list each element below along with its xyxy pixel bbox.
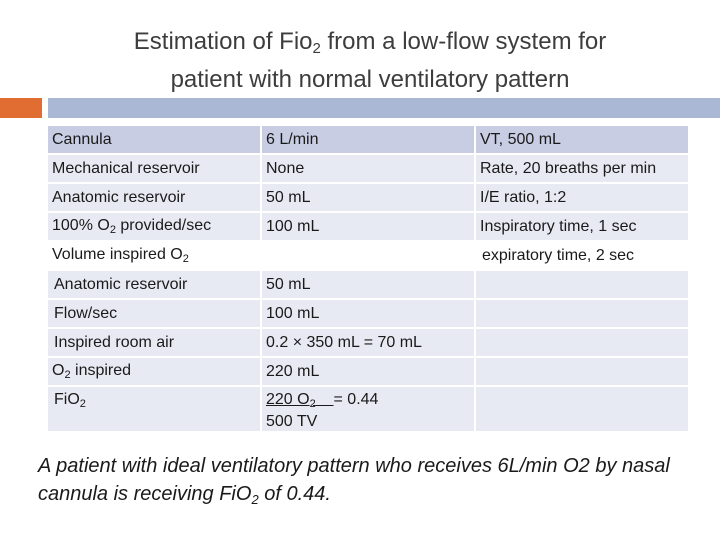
title-line-2: patient with normal ventilatory pattern bbox=[170, 66, 570, 93]
summary-text: A patient with ideal ventilatory pattern… bbox=[38, 455, 670, 507]
table-cell: I/E ratio, 1:2 bbox=[476, 184, 688, 211]
accent-bar bbox=[0, 98, 42, 118]
table-cell: 100 mL bbox=[262, 213, 474, 240]
table-cell: Anatomic reservoir bbox=[48, 184, 260, 211]
table-cell bbox=[476, 329, 688, 356]
table-cell: 50 mL bbox=[262, 184, 474, 211]
table-cell bbox=[476, 358, 688, 385]
fio2-estimation-table: Cannula 6 L/min VT, 500 mL Mechanical re… bbox=[46, 124, 690, 433]
table-cell bbox=[476, 271, 688, 298]
table-cell: 220 mL bbox=[262, 358, 474, 385]
table-cell: Cannula bbox=[48, 126, 260, 153]
table-cell: Rate, 20 breaths per min bbox=[476, 155, 688, 182]
table-cell: O2 inspired bbox=[48, 358, 260, 385]
table-row: Anatomic reservoir 50 mL bbox=[48, 271, 688, 298]
table-row: FiO2 220 O2 = 0.44 500 TV bbox=[48, 387, 688, 431]
fio2-fraction-cell: 220 O2 = 0.44 500 TV bbox=[262, 387, 474, 431]
table-cell bbox=[262, 242, 474, 269]
table-cell: VT, 500 mL bbox=[476, 126, 688, 153]
table-cell: Inspiratory time, 1 sec bbox=[476, 213, 688, 240]
table-row: Flow/sec 100 mL bbox=[48, 300, 688, 327]
fraction-numerator: 220 O2 = 0.44 bbox=[266, 391, 379, 410]
table-cell: Inspired room air bbox=[48, 329, 260, 356]
table-cell: 50 mL bbox=[262, 271, 474, 298]
table-row: Inspired room air 0.2 × 350 mL = 70 mL bbox=[48, 329, 688, 356]
table-cell: 100 mL bbox=[262, 300, 474, 327]
table-cell bbox=[476, 300, 688, 327]
table-row: Mechanical reservoir None Rate, 20 breat… bbox=[48, 155, 688, 182]
slide-title: Estimation of Fio2 from a low-flow syste… bbox=[40, 26, 700, 95]
table-row: Anatomic reservoir 50 mL I/E ratio, 1:2 bbox=[48, 184, 688, 211]
table-header-row: Cannula 6 L/min VT, 500 mL bbox=[48, 126, 688, 153]
title-subscript: 2 bbox=[312, 40, 321, 57]
table-cell: 100% O2 provided/sec bbox=[48, 213, 260, 240]
table-row: Volume inspired O2 expiratory time, 2 se… bbox=[48, 242, 688, 269]
table-row: O2 inspired 220 mL bbox=[48, 358, 688, 385]
table-cell: FiO2 bbox=[48, 387, 260, 431]
title-line-1: Estimation of Fio2 from a low-flow syste… bbox=[40, 26, 700, 64]
table-cell: 0.2 × 350 mL = 70 mL bbox=[262, 329, 474, 356]
table-cell: 6 L/min bbox=[262, 126, 474, 153]
divider-bar bbox=[48, 98, 720, 118]
title-text: Estimation of Fio bbox=[133, 28, 313, 55]
table-row: 100% O2 provided/sec 100 mL Inspiratory … bbox=[48, 213, 688, 240]
table-cell bbox=[476, 387, 688, 431]
table-cell: expiratory time, 2 sec bbox=[476, 242, 688, 269]
table-cell: Volume inspired O2 bbox=[48, 242, 260, 269]
table-cell: Flow/sec bbox=[48, 300, 260, 327]
table-cell: Anatomic reservoir bbox=[48, 271, 260, 298]
table-cell: Mechanical reservoir bbox=[48, 155, 260, 182]
fraction-denominator: 500 TV bbox=[266, 413, 318, 430]
table-cell: None bbox=[262, 155, 474, 182]
title-text-cont: from a low-flow system for bbox=[320, 28, 607, 55]
